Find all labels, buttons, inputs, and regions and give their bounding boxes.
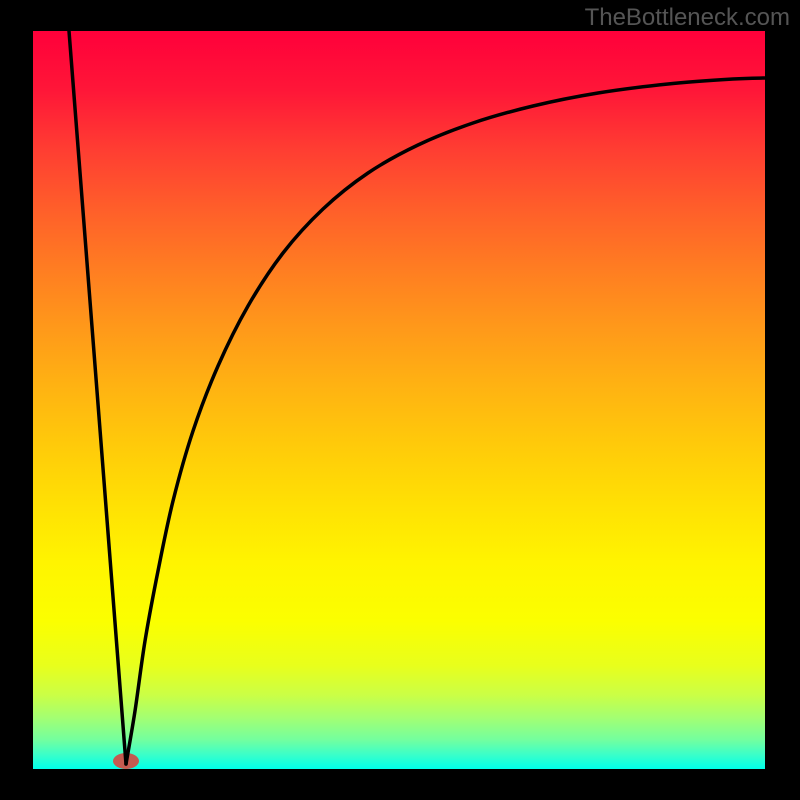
watermark-text: TheBottleneck.com [585, 4, 790, 32]
plot-area [33, 31, 765, 769]
gradient-background [33, 31, 765, 769]
chart-container: TheBottleneck.com [0, 0, 800, 800]
